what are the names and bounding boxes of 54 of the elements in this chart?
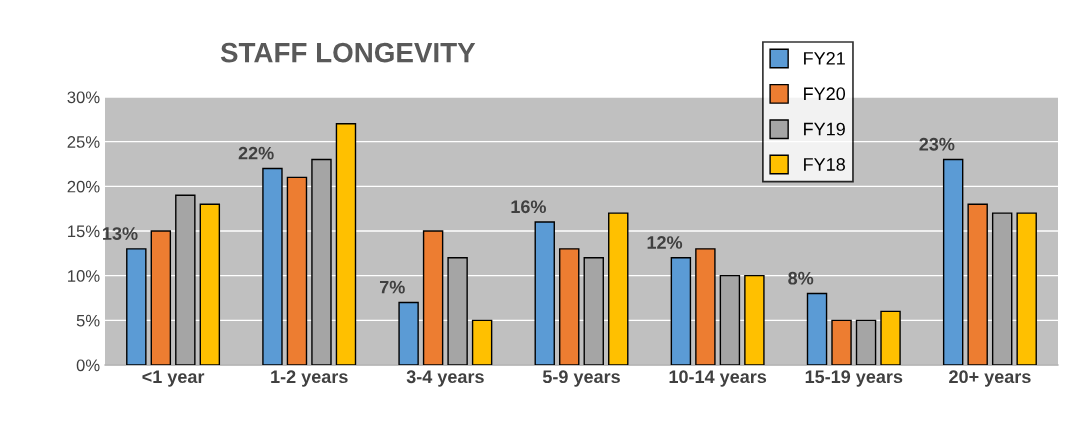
bar	[744, 274, 765, 365]
bar	[880, 310, 901, 365]
data-label: 12%	[647, 236, 683, 249]
bar	[335, 123, 357, 365]
data-label: 13%	[103, 227, 138, 240]
bar	[422, 230, 444, 365]
bar	[583, 257, 604, 365]
bar	[398, 301, 419, 365]
bar	[471, 319, 493, 365]
bar	[695, 248, 716, 365]
y-tick-label: 0%	[76, 359, 100, 372]
bar	[126, 248, 147, 365]
bar	[967, 203, 988, 365]
bar	[150, 230, 172, 365]
data-label: 7%	[379, 280, 405, 294]
bar	[942, 158, 964, 365]
y-tick-label: 20%	[67, 180, 100, 193]
bar	[719, 274, 741, 365]
bar	[806, 292, 828, 365]
legend-label: FY18	[804, 158, 845, 171]
x-tick-label: 20+ years	[949, 370, 1031, 387]
x-tick-label: <1 year	[142, 370, 205, 387]
data-label: 23%	[919, 137, 955, 151]
bar	[855, 319, 877, 365]
bar	[286, 176, 308, 365]
x-tick-label: 5-9 years	[542, 370, 620, 387]
chart-title: STAFF LONGEVITY	[220, 42, 476, 63]
x-tick-label: 1-2 years	[271, 370, 348, 387]
y-tick-label: 5%	[76, 314, 100, 327]
bar	[175, 194, 196, 365]
bar	[991, 212, 1013, 365]
data-label: 22%	[238, 146, 274, 160]
bar	[534, 221, 555, 365]
bar	[311, 158, 332, 365]
data-label: 16%	[511, 200, 546, 214]
y-tick-label: 30%	[67, 91, 100, 104]
bar	[559, 248, 580, 365]
bar	[670, 257, 692, 365]
x-tick-label: 10-14 years	[669, 370, 767, 387]
x-tick-label: 3-4 years	[406, 370, 484, 387]
legend-label: FY21	[804, 51, 845, 65]
y-tick-label: 25%	[67, 136, 100, 148]
bar	[608, 212, 629, 365]
bar	[447, 257, 468, 365]
bar	[1016, 212, 1037, 365]
data-label: 8%	[788, 271, 814, 285]
y-tick-label: 15%	[68, 225, 100, 238]
y-tick-label: 10%	[68, 270, 100, 282]
legend-label: FY20	[804, 87, 846, 101]
bar	[262, 167, 283, 365]
bar	[199, 203, 221, 365]
bar	[831, 319, 852, 365]
legend-label: FY19	[804, 122, 845, 136]
x-tick-label: 15-19 years	[805, 370, 903, 387]
